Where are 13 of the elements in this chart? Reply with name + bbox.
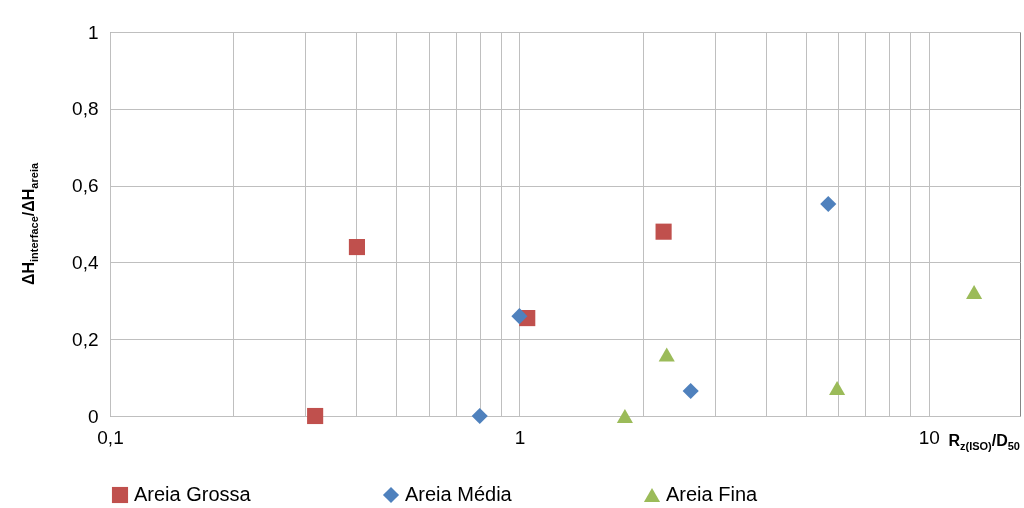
legend-label: Areia Grossa <box>134 483 252 505</box>
y-tick-label: 0 <box>87 405 99 427</box>
x-tick-label: 0,1 <box>97 426 124 448</box>
y-tick-label: 0,4 <box>72 251 99 273</box>
legend-label: Areia Média <box>405 483 513 505</box>
y-tick-label: 0,8 <box>72 98 99 120</box>
x-axis-title: R$_{z(ISO)}$/D$_{50}$ <box>948 432 1020 453</box>
y-tick-label: 0,6 <box>72 175 99 197</box>
x-tick-label: 1 <box>514 426 526 448</box>
y-tick-label: 0,2 <box>72 328 99 350</box>
y-tick-label: 1 <box>87 21 99 43</box>
legend-label: Areia Fina <box>666 483 759 505</box>
x-tick-label: 10 <box>918 426 940 448</box>
